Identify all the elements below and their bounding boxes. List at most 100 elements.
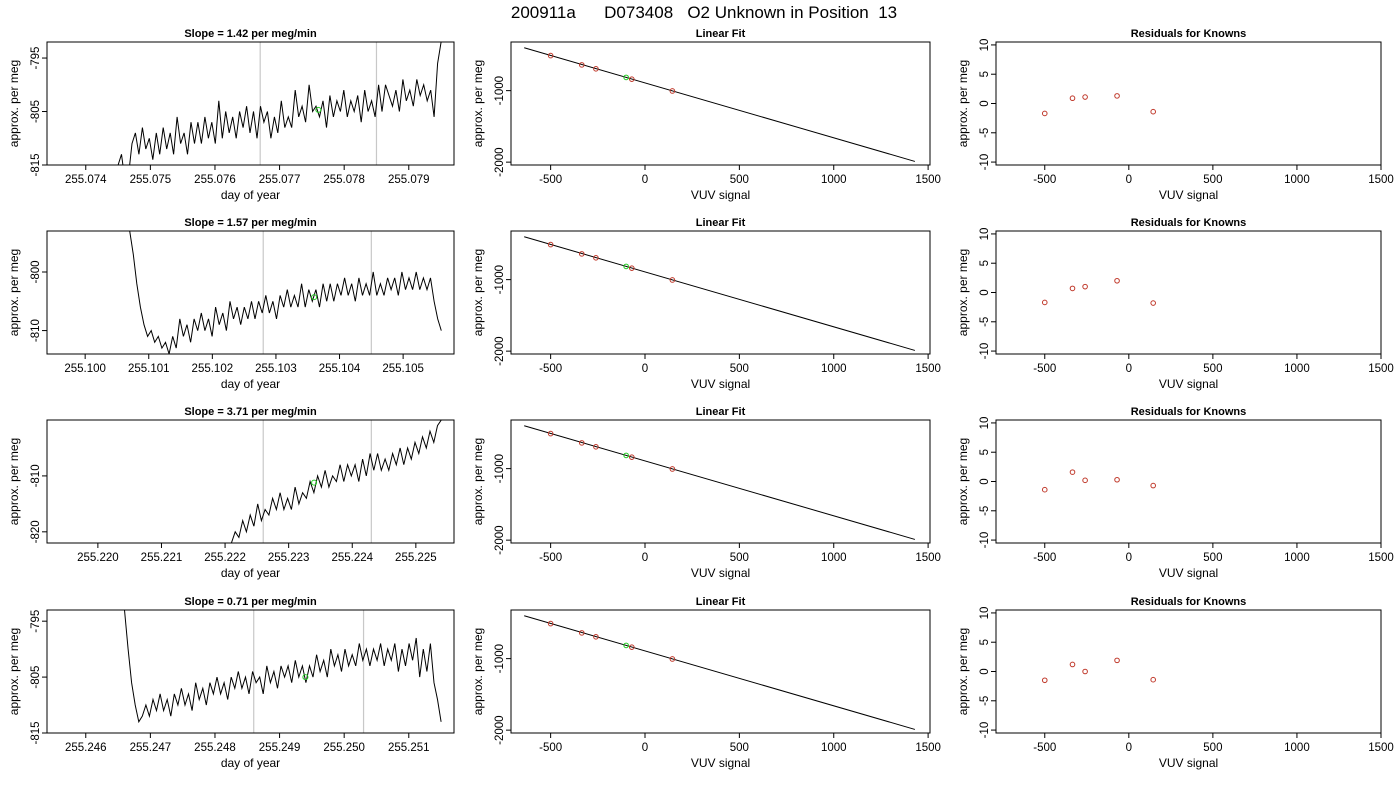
unknown-point — [623, 452, 629, 459]
data-point — [578, 630, 585, 636]
data-point — [1041, 110, 1048, 117]
data-point — [593, 66, 599, 72]
panel-r1-c2: Linear Fit -500 0 500 1000 1500 -2000 -1000 VUV … — [471, 28, 941, 202]
x-tick-label: -500 — [539, 363, 562, 375]
y-tick-label: -2000 — [494, 147, 506, 176]
y-tick-label: 5 — [979, 71, 991, 77]
unknown-point — [623, 642, 629, 649]
x-tick-label: 255.079 — [388, 174, 430, 186]
x-tick-label: 255.249 — [259, 742, 301, 754]
x-tick-label: 0 — [642, 363, 648, 375]
x-tick-label: 500 — [1203, 363, 1222, 375]
x-tick-label: 255.250 — [323, 742, 365, 754]
y-tick-label: 10 — [979, 228, 991, 241]
panels: Slope = 1.42 per meg/min 255.074 255.075 25… — [7, 28, 1394, 770]
y-axis-label: approx. per meg — [471, 249, 485, 336]
plot-frame — [510, 230, 931, 355]
x-axis-label: day of year — [221, 377, 280, 391]
panel-r1-c3: Residuals for Knowns -500 0 500 1000 1500 -10 -… — [956, 28, 1394, 202]
x-tick-label: 255.248 — [194, 742, 236, 754]
data-point — [1082, 283, 1088, 290]
x-tick-label: 0 — [642, 742, 648, 754]
y-tick-label: -805 — [30, 100, 42, 123]
x-tick-label: 500 — [1203, 742, 1222, 754]
y-tick-label: -805 — [30, 666, 42, 689]
x-tick-label: 1000 — [821, 742, 847, 754]
plot-frame — [46, 230, 455, 355]
y-axis-label: approx. per meg — [956, 628, 970, 715]
y-axis-label: approx. per meg — [471, 628, 485, 715]
figure-title: 200911a D073408 O2 Unknown in Position 1… — [511, 3, 897, 22]
data-point — [1150, 676, 1156, 683]
plot-content — [1041, 277, 1156, 306]
data-point — [1041, 486, 1048, 493]
x-axis-label: VUV signal — [1159, 756, 1218, 770]
x-tick-label: 255.220 — [77, 552, 119, 564]
x-tick-label: 1000 — [821, 552, 847, 564]
y-tick-label: -10 — [979, 722, 991, 739]
x-tick-label: 0 — [1126, 174, 1132, 186]
x-tick-label: 255.247 — [130, 742, 172, 754]
panel-r4-c3: Residuals for Knowns -500 0 500 1000 1500 -10 -… — [956, 596, 1394, 770]
x-tick-label: 500 — [730, 742, 749, 754]
panel-title: Slope = 1.57 per meg/min — [184, 217, 317, 229]
x-tick-label: 255.101 — [128, 363, 170, 375]
y-tick-label: -5 — [979, 317, 991, 327]
x-tick-label: 1500 — [1368, 552, 1394, 564]
plot-content — [1041, 93, 1156, 117]
plot-content — [129, 231, 442, 354]
x-tick-label: 255.076 — [194, 174, 236, 186]
x-tick-label: 0 — [1126, 742, 1132, 754]
data-point — [1082, 668, 1088, 675]
panel-title: Slope = 0.71 per meg/min — [184, 596, 317, 608]
x-tick-label: 1000 — [1284, 742, 1310, 754]
panel-title: Residuals for Knowns — [1131, 28, 1247, 40]
data-point — [1082, 94, 1088, 100]
x-tick-label: 255.105 — [382, 363, 424, 375]
y-axis-label: approx. per meg — [7, 249, 21, 336]
y-tick-label: 10 — [979, 417, 991, 430]
y-tick-label: 10 — [979, 39, 991, 52]
data-point — [1114, 277, 1120, 284]
y-tick-label: 5 — [979, 260, 991, 266]
x-tick-label: 255.103 — [255, 363, 297, 375]
data-point — [628, 76, 635, 82]
y-tick-label: -815 — [30, 153, 42, 176]
panel-title: Linear Fit — [696, 28, 746, 40]
x-tick-label: -500 — [1033, 742, 1056, 754]
panel-title: Slope = 3.71 per meg/min — [184, 406, 317, 418]
plot-frame — [46, 609, 455, 734]
plot-frame — [510, 609, 931, 734]
plot-content — [230, 420, 442, 543]
x-tick-label: 255.078 — [323, 174, 365, 186]
x-tick-label: 255.077 — [259, 174, 301, 186]
x-tick-label: 255.225 — [395, 552, 437, 564]
unknown-point — [623, 74, 629, 81]
data-point — [547, 620, 554, 627]
y-axis-label: approx. per meg — [7, 628, 21, 715]
x-tick-label: 500 — [730, 174, 749, 186]
plot-content — [524, 47, 916, 162]
y-axis-label: approx. per meg — [956, 249, 970, 336]
plot-frame — [995, 41, 1382, 166]
panel-r2-c1: Slope = 1.57 per meg/min 255.100 255.101 25… — [7, 217, 455, 391]
x-tick-label: 255.222 — [204, 552, 246, 564]
plot-content — [117, 42, 442, 165]
plot-content — [1041, 657, 1156, 684]
x-axis-label: VUV signal — [691, 566, 750, 580]
data-point — [1041, 677, 1048, 684]
y-tick-label: -1000 — [494, 454, 506, 483]
data-point — [1114, 93, 1120, 99]
plot-frame — [510, 419, 931, 544]
x-tick-label: 1500 — [915, 742, 941, 754]
y-tick-label: 0 — [979, 100, 991, 106]
plot-content — [524, 236, 916, 351]
y-tick-label: -1000 — [494, 76, 506, 105]
y-tick-label: -2000 — [494, 336, 506, 365]
data-point — [578, 62, 585, 68]
data-point — [628, 265, 635, 271]
panel-title: Linear Fit — [696, 217, 746, 229]
x-tick-label: 500 — [730, 363, 749, 375]
panel-r3-c3: Residuals for Knowns -500 0 500 1000 1500 -10 -… — [956, 406, 1394, 580]
